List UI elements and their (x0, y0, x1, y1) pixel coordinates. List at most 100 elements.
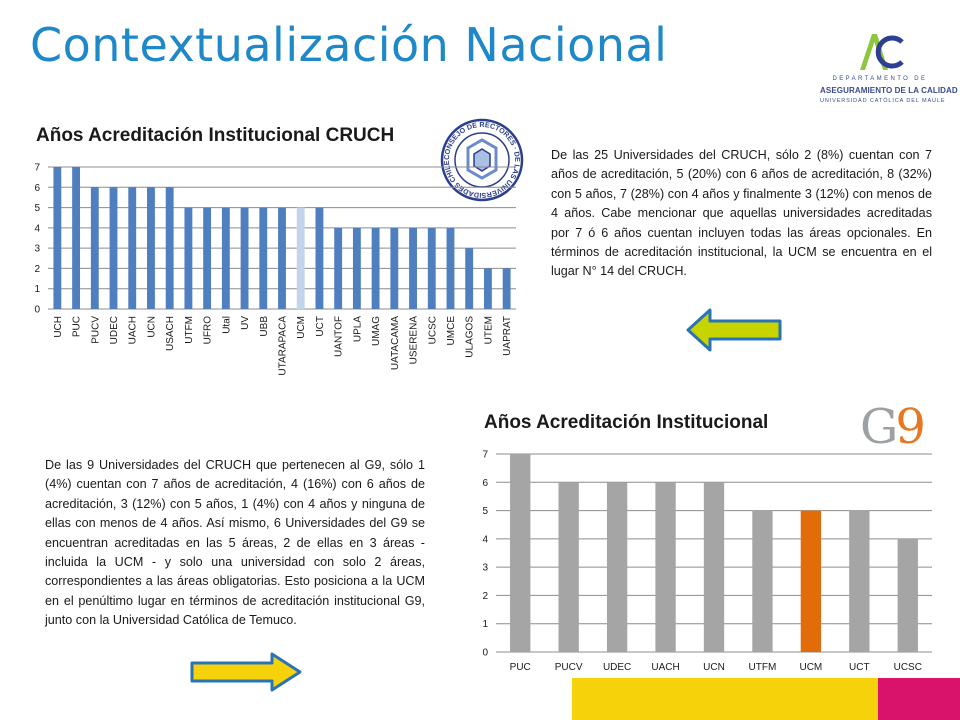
y-tick-label: 6 (482, 478, 488, 489)
x-tick-label: UMAG (371, 316, 382, 346)
section1-title: Años Acreditación Institucional CRUCH (36, 125, 395, 146)
bar-puc (510, 454, 531, 652)
logo-line-university: UNIVERSIDAD CATÓLICA DEL MAULE (820, 98, 946, 104)
y-tick-label: 2 (482, 591, 488, 602)
bar-uct (849, 510, 870, 652)
left-arrow-icon[interactable] (686, 308, 782, 352)
bar-udec (109, 187, 118, 309)
y-tick-label: 3 (34, 244, 40, 255)
footer-bar-magenta (878, 678, 960, 720)
bar-pucv (90, 187, 99, 309)
x-tick-label: UACH (128, 316, 139, 344)
x-tick-label: UCN (703, 662, 725, 673)
y-tick-label: 6 (34, 183, 40, 194)
x-tick-label: UMCE (446, 316, 457, 346)
bar-ulagos (465, 248, 474, 309)
y-tick-label: 5 (34, 203, 40, 214)
bar-usach (165, 187, 174, 309)
y-tick-label: 4 (34, 223, 40, 234)
x-tick-label: UBB (259, 316, 270, 337)
bar-utarapaca (278, 207, 286, 309)
bar-utal (221, 207, 230, 309)
x-tick-label: UCM (296, 316, 307, 339)
x-tick-label: UCT (849, 662, 870, 673)
x-tick-label: USERENA (409, 316, 420, 365)
bar-ubb (259, 207, 268, 309)
x-tick-label: UTFM (184, 316, 195, 344)
x-tick-label: UCN (146, 316, 157, 338)
bar-umce (446, 227, 455, 309)
bar-puc (72, 167, 81, 309)
x-tick-label: UTEM (483, 316, 494, 344)
x-tick-label: UANTOF (334, 316, 345, 357)
bar-uct (315, 207, 324, 309)
ac-logo-icon (860, 34, 904, 70)
y-tick-label: 7 (482, 450, 488, 461)
x-tick-label: PUCV (555, 662, 583, 673)
page-title: Contextualización Nacional (30, 18, 668, 72)
bar-utem (483, 268, 492, 309)
x-tick-label: UCT (315, 316, 326, 337)
bar-ucm (296, 207, 305, 309)
y-tick-label: 0 (34, 305, 40, 316)
y-tick-label: 0 (482, 648, 488, 659)
x-tick-label: PUC (510, 662, 531, 673)
y-tick-label: 5 (482, 506, 488, 517)
x-tick-label: UDEC (603, 662, 631, 673)
bar-uaprat (502, 268, 511, 309)
y-tick-label: 7 (34, 163, 40, 174)
x-tick-label: UAPRAT (502, 316, 513, 356)
y-tick-label: 3 (482, 563, 488, 574)
g9-accreditation-chart: 0 1 2 3 4 5 6 7 PUC PUCV UDEC UACH UCN UTFM UCM UCT UCS… (482, 450, 932, 673)
bar-ucsc (897, 538, 918, 652)
x-tick-label: UTFM (749, 662, 777, 673)
right-arrow-icon[interactable] (190, 652, 302, 692)
x-tick-label: UDEC (109, 316, 120, 344)
bar-ucn (147, 187, 155, 309)
bar-uantof (334, 227, 343, 309)
bar-ufro (203, 207, 212, 309)
bar-udec (606, 482, 628, 652)
x-tick-label: UCH (53, 316, 64, 338)
bar-userena (409, 227, 417, 309)
x-tick-label: UCM (799, 662, 822, 673)
bar-ucsc (427, 227, 436, 309)
y-tick-label: 1 (482, 619, 488, 630)
cruch-accreditation-chart: 0 1 2 3 4 5 6 7 UCH PUC PUCV UDEC UACH UCN USACH UTFM U… (34, 163, 516, 376)
cruch-seal-icon: CONSEJO DE RECTORES · DE LAS UNIVERSIDAD… (440, 118, 524, 202)
section1-paragraph: De las 25 Universidades del CRUCH, sólo … (551, 148, 932, 279)
bar-upla (352, 227, 361, 309)
bar-utfm (752, 510, 773, 652)
logo-line-department: DEPARTAMENTO DE (832, 76, 928, 82)
x-tick-label: UACH (651, 662, 679, 673)
bar-uatacama (390, 227, 399, 309)
x-tick-label: UFRO (203, 316, 214, 345)
x-tick-label: ULAGOS (465, 316, 476, 358)
section2-title: Años Acreditación Institucional (484, 412, 769, 433)
x-tick-label: USACH (165, 316, 176, 351)
bar-uch (53, 167, 62, 309)
footer-bar-yellow (572, 678, 878, 720)
x-tick-label: UTARAPACA (278, 316, 289, 376)
y-tick-label: 1 (34, 284, 40, 295)
bar-uach (128, 187, 137, 309)
x-tick-label: UV (240, 316, 251, 330)
x-tick-label: UATACAMA (390, 316, 401, 370)
bar-ucm (800, 510, 822, 652)
g9-logo-number: 9 (895, 399, 925, 455)
bar-uach (655, 482, 676, 652)
y-tick-label: 4 (482, 534, 488, 545)
bar-uv (240, 207, 249, 309)
logo-line-aseguramiento: ASEGURAMIENTO DE LA CALIDAD (820, 86, 958, 95)
x-tick-label: UCSC (894, 662, 922, 673)
x-tick-label: UPLA (352, 316, 363, 342)
department-logo: DEPARTAMENTO DE ASEGURAMIENTO DE LA CALI… (820, 30, 958, 110)
y-tick-label: 2 (34, 264, 40, 275)
bar-pucv (558, 482, 579, 652)
x-tick-label: PUCV (90, 316, 101, 344)
g9-logo: G9 (860, 399, 926, 455)
bar-ucn (703, 482, 725, 652)
bar-utfm (184, 207, 193, 309)
bar-umag (371, 227, 380, 309)
x-tick-label: UCSC (427, 316, 438, 344)
